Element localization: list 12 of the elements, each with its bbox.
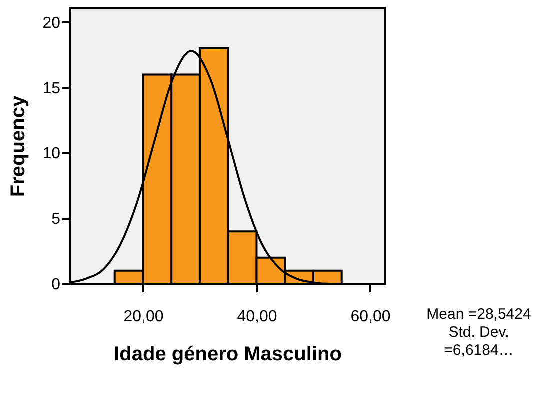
y-tick-label: 10 [42,146,61,163]
x-tick-label: 60,00 [350,308,391,326]
x-tick-label: 20,00 [124,308,164,326]
y-tick-label: 15 [42,80,61,98]
x-tick-label: 40,00 [237,308,278,326]
y-tick-label: 5 [52,211,61,228]
y-tick-label: 0 [52,276,61,294]
text: Std. Dev. =6,6184… [443,324,515,360]
y-tick-label: 20 [42,14,61,32]
y-axis-title: Frequency [8,95,30,198]
x-axis-title: Idade género Masculino [114,344,342,366]
text: Mean =28,5424 [426,306,532,324]
